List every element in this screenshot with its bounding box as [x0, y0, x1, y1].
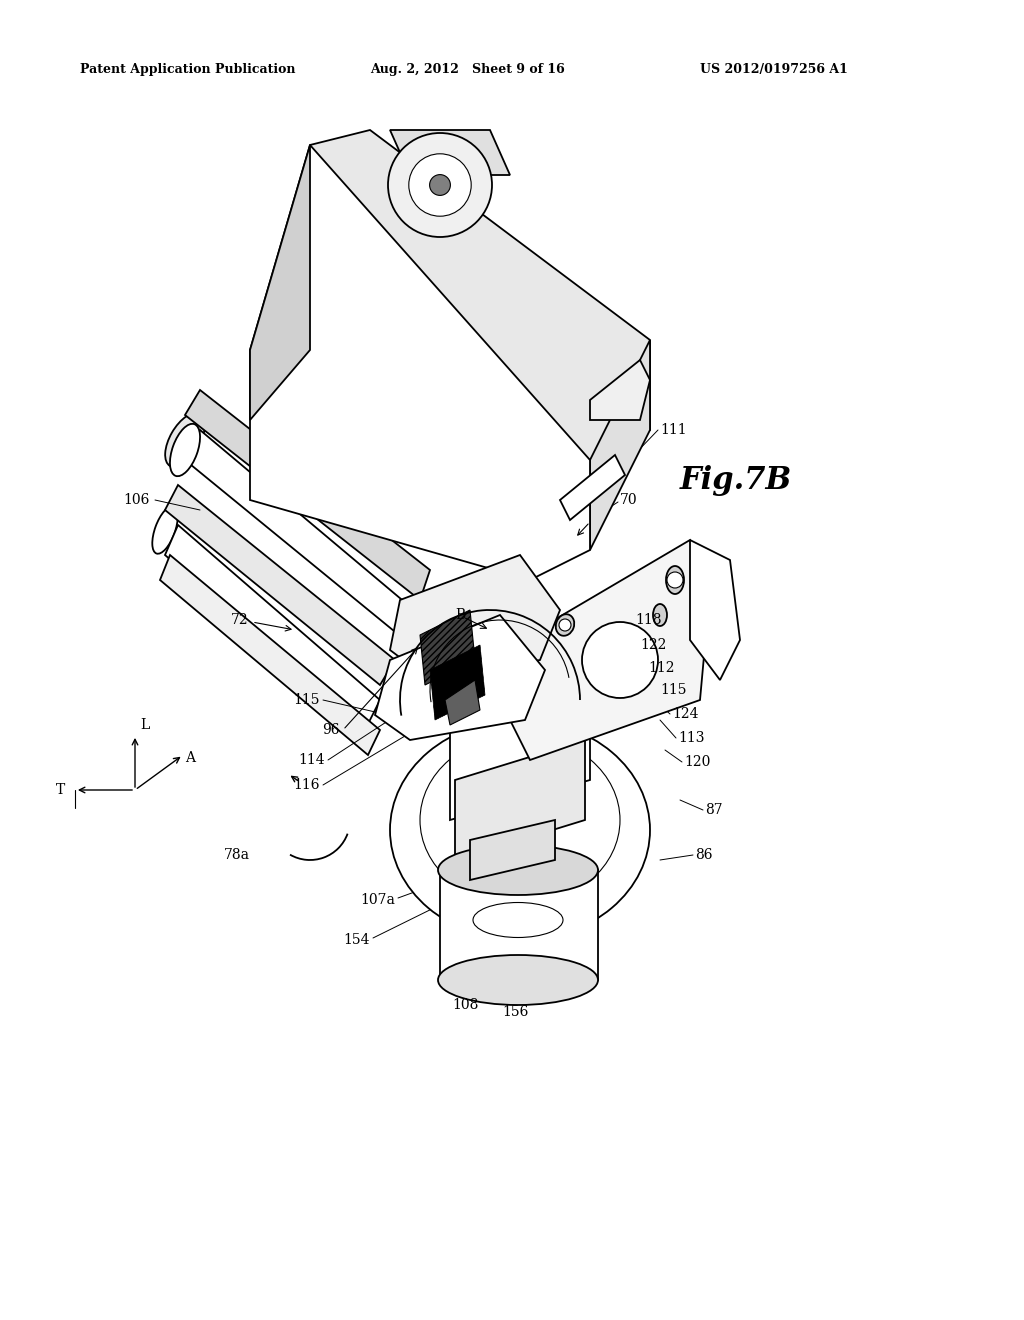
Text: 116: 116: [294, 777, 319, 792]
Circle shape: [667, 572, 683, 587]
Ellipse shape: [170, 424, 200, 477]
Ellipse shape: [438, 954, 598, 1005]
Text: A: A: [185, 751, 195, 766]
Text: 70: 70: [620, 492, 638, 507]
Ellipse shape: [153, 507, 178, 554]
Polygon shape: [185, 389, 430, 601]
Text: 86: 86: [695, 847, 713, 862]
Polygon shape: [390, 554, 560, 680]
Polygon shape: [165, 525, 380, 730]
Polygon shape: [590, 341, 650, 550]
Text: 72: 72: [230, 612, 248, 627]
Text: 112: 112: [648, 661, 675, 675]
Polygon shape: [250, 145, 590, 579]
Circle shape: [559, 619, 571, 631]
Polygon shape: [430, 645, 485, 719]
Ellipse shape: [666, 566, 684, 594]
Circle shape: [582, 622, 658, 698]
Text: 156: 156: [502, 1005, 528, 1019]
Text: 115: 115: [660, 682, 686, 697]
Ellipse shape: [420, 735, 620, 906]
Circle shape: [388, 133, 492, 238]
Text: T: T: [55, 783, 65, 797]
Text: 107a: 107a: [360, 894, 395, 907]
Polygon shape: [375, 615, 545, 741]
Circle shape: [409, 154, 471, 216]
Polygon shape: [560, 455, 625, 520]
Ellipse shape: [653, 605, 667, 626]
Polygon shape: [160, 554, 380, 755]
Ellipse shape: [390, 719, 650, 940]
Text: Aug. 2, 2012   Sheet 9 of 16: Aug. 2, 2012 Sheet 9 of 16: [370, 63, 565, 77]
Text: 78a: 78a: [224, 847, 250, 862]
Polygon shape: [590, 360, 650, 420]
Polygon shape: [250, 145, 310, 420]
Text: 96: 96: [323, 723, 340, 737]
Text: Fig.7B: Fig.7B: [680, 465, 793, 495]
Text: 111: 111: [660, 422, 687, 437]
Ellipse shape: [165, 413, 205, 467]
Text: 118: 118: [635, 612, 662, 627]
Polygon shape: [165, 484, 395, 685]
Polygon shape: [440, 870, 598, 979]
Text: 120: 120: [684, 755, 711, 770]
Text: Patent Application Publication: Patent Application Publication: [80, 63, 296, 77]
Polygon shape: [470, 820, 555, 880]
Ellipse shape: [556, 614, 574, 636]
Text: 113: 113: [678, 731, 705, 744]
Polygon shape: [450, 680, 590, 820]
Text: 106: 106: [124, 492, 150, 507]
Text: 114: 114: [298, 752, 325, 767]
Ellipse shape: [473, 903, 563, 937]
Text: 124: 124: [672, 708, 698, 721]
Circle shape: [430, 174, 451, 195]
Polygon shape: [390, 129, 510, 176]
Polygon shape: [420, 610, 475, 685]
Text: 115: 115: [294, 693, 319, 708]
Polygon shape: [510, 540, 710, 760]
Polygon shape: [185, 430, 420, 640]
Text: L: L: [140, 718, 150, 733]
Polygon shape: [310, 129, 650, 459]
Polygon shape: [690, 540, 740, 680]
Polygon shape: [455, 741, 585, 861]
Text: 154: 154: [343, 933, 370, 946]
Text: 87: 87: [705, 803, 723, 817]
Ellipse shape: [438, 845, 598, 895]
Text: B: B: [455, 609, 465, 622]
Text: US 2012/0197256 A1: US 2012/0197256 A1: [700, 63, 848, 77]
Text: 108: 108: [452, 998, 478, 1012]
Text: 122: 122: [640, 638, 667, 652]
Polygon shape: [445, 680, 480, 725]
